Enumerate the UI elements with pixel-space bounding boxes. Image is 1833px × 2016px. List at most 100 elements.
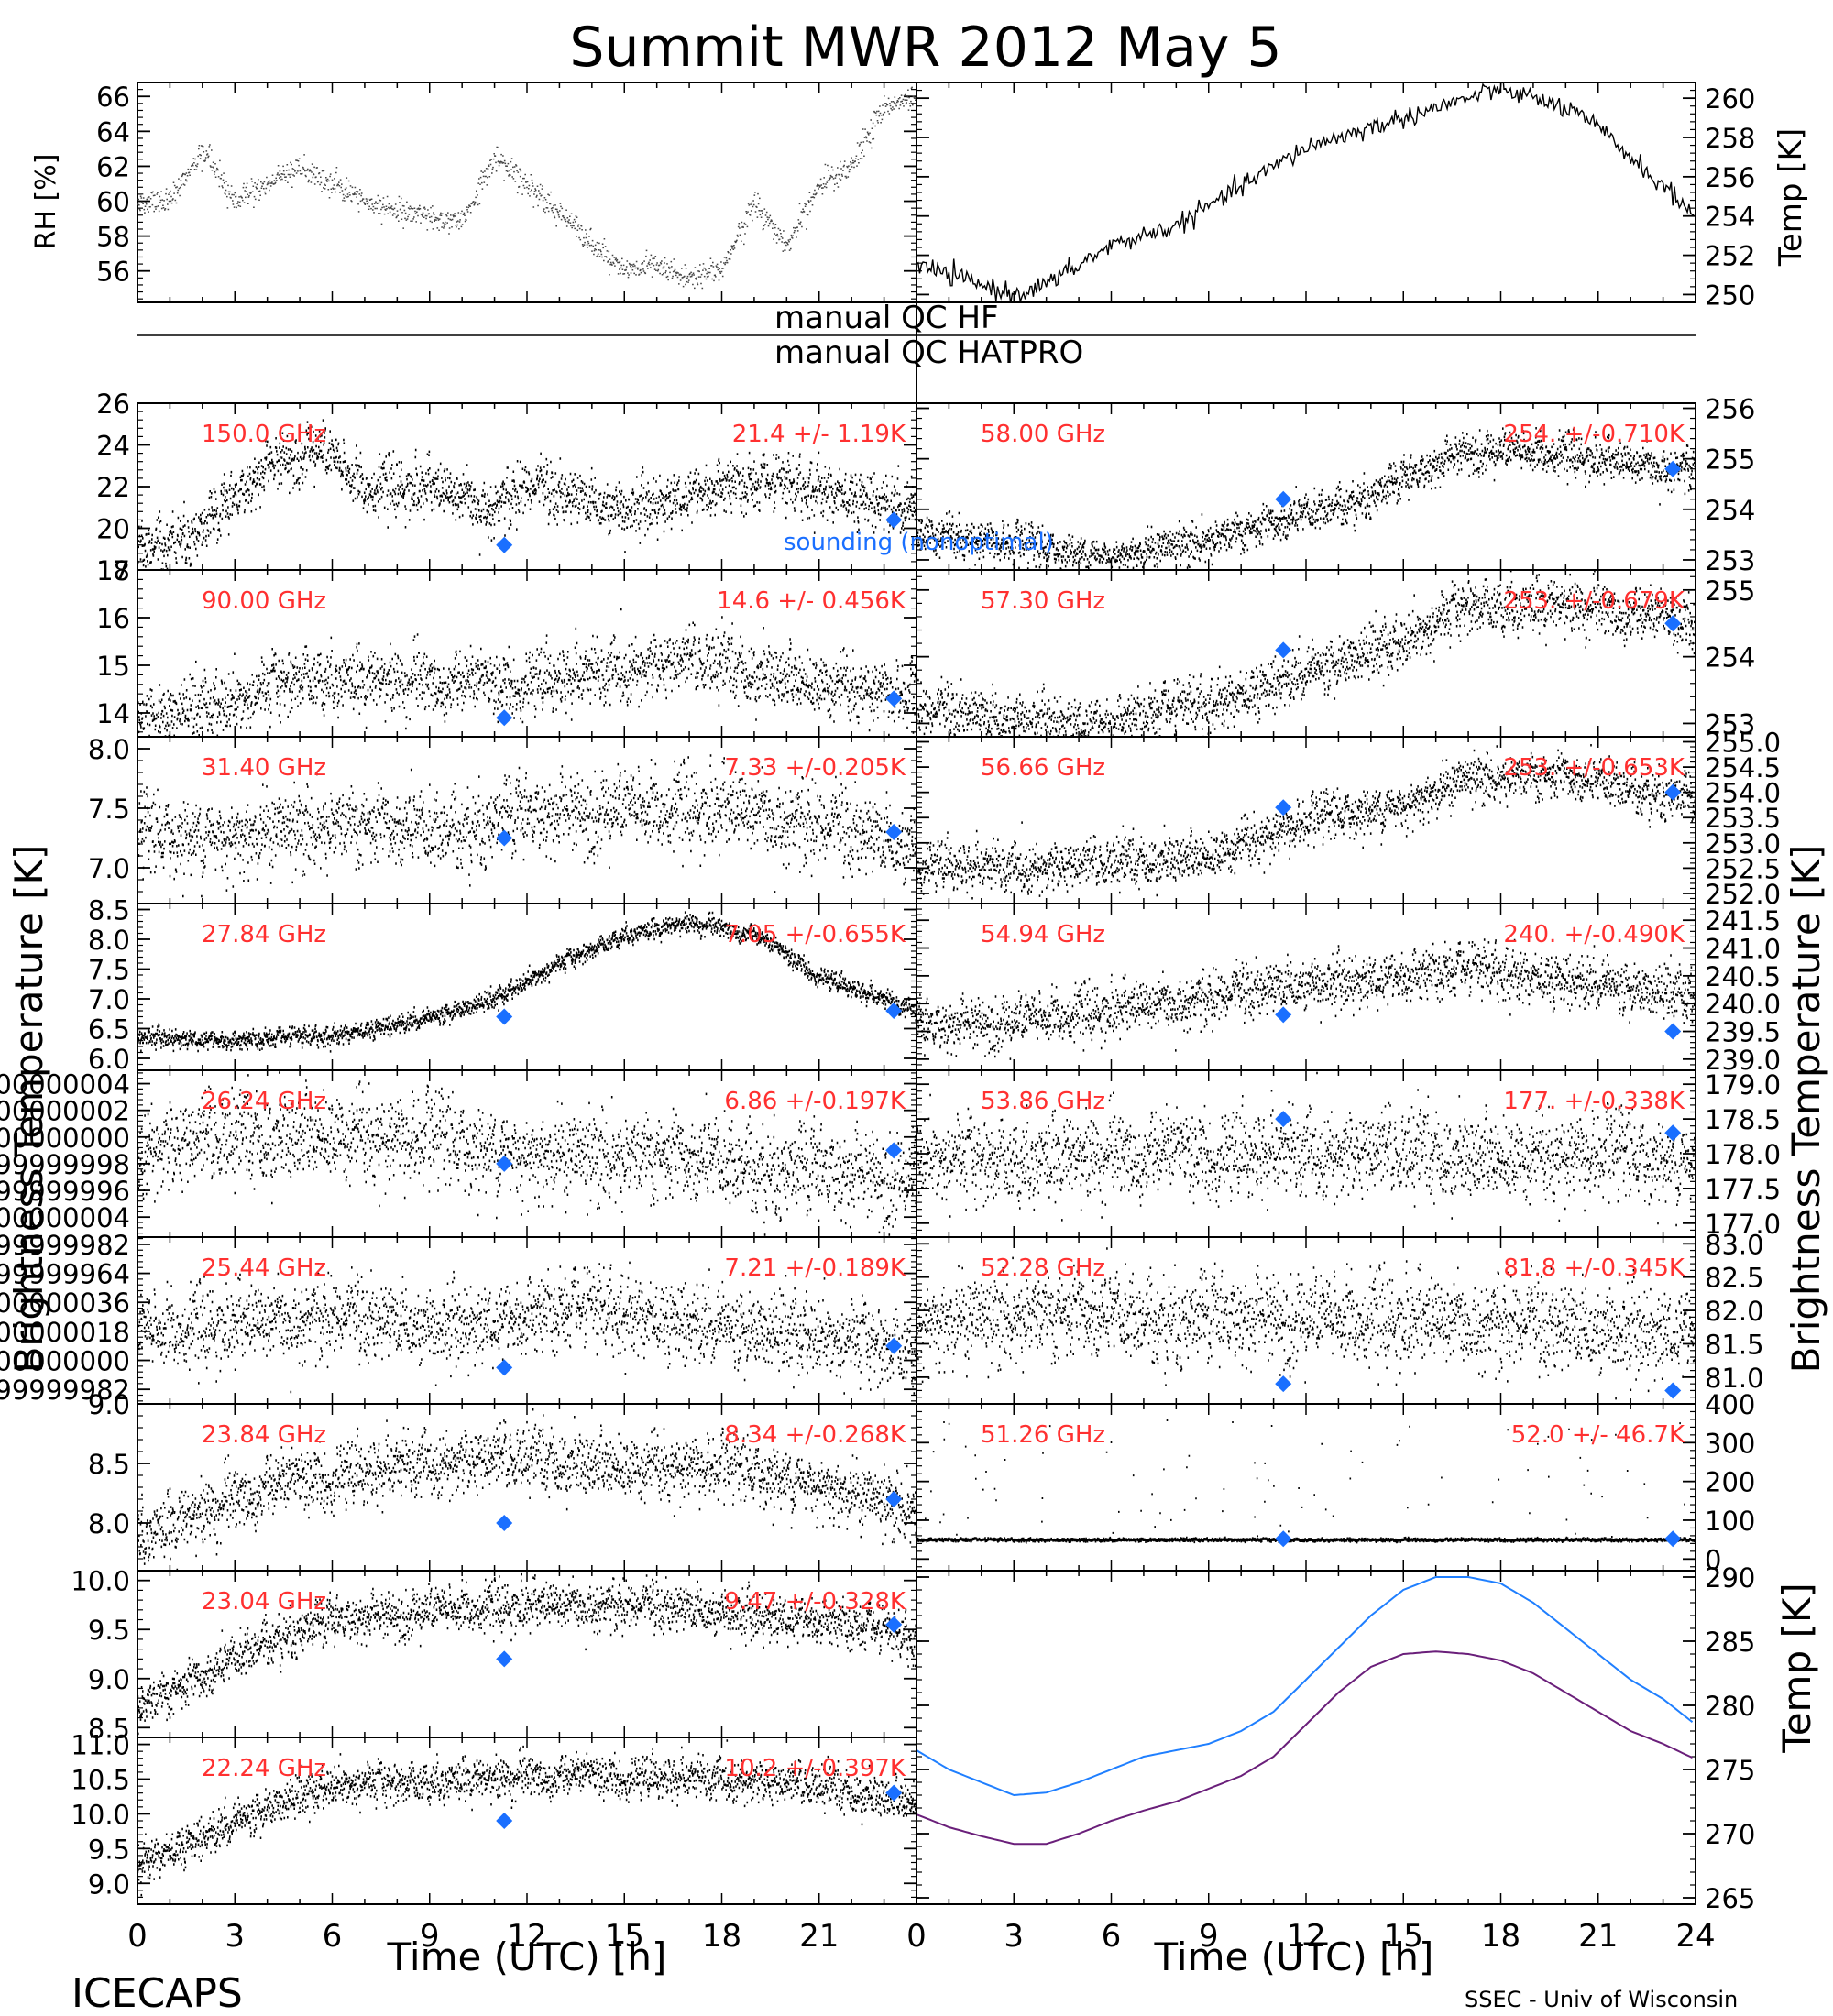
sounding-marker — [885, 511, 903, 529]
data-layer — [137, 608, 916, 737]
y-tick-label: 253 — [1705, 545, 1755, 576]
panel-frame — [916, 1570, 1696, 1905]
y-tick-label: 270 — [1705, 1819, 1755, 1850]
y-tick-label: 7.59999999999999964 — [0, 1259, 130, 1290]
time-tick-label: 15 — [605, 1918, 644, 1955]
y-tick-label: 7.0000000000000000 — [0, 1123, 130, 1154]
data-points — [916, 427, 1696, 570]
data-layer — [137, 1261, 916, 1395]
channel-label: 22.24 GHz — [202, 1755, 326, 1782]
data-layer — [916, 744, 1696, 900]
sounding-marker — [885, 1142, 903, 1159]
data-points — [137, 86, 916, 290]
qc-hf-label: manual QC HF — [774, 300, 999, 336]
panel-ch23_84: 8.0 8.5 9.0 23.84 GHz 8.34 +/-0.268K — [88, 1389, 917, 1572]
sounding-marker — [1664, 783, 1682, 801]
data-points — [916, 1536, 1696, 1544]
time-tick-label: 24 — [1675, 1918, 1715, 1955]
sounding-marker — [496, 1650, 513, 1668]
y-tick-label: 0 — [1705, 1544, 1721, 1575]
y-tick-label: 64 — [96, 116, 130, 148]
y-tick-label: 256 — [1705, 162, 1755, 193]
sounding-marker — [885, 1616, 903, 1633]
y-tick-label: 82.5 — [1705, 1263, 1764, 1294]
y-tick-label: 6.7999999999999998 — [0, 1149, 130, 1180]
time-tick-label: 9 — [1199, 1918, 1219, 1955]
y-tick-label: 253.5 — [1705, 803, 1781, 834]
channel-stats: 7.33 +/-0.205K — [724, 754, 906, 782]
y-tick-label: 177.5 — [1705, 1174, 1781, 1205]
channel-label: 57.30 GHz — [981, 587, 1105, 615]
time-tick-label: 12 — [507, 1918, 546, 1955]
data-layer — [137, 911, 916, 1053]
y-tick-label: 6.5999999999999996 — [0, 1176, 130, 1207]
panel-frame — [137, 82, 917, 303]
panel-ch27: 6.06.57.07.58.08.5 27.84 GHz 7.05 +/-0.655… — [88, 895, 917, 1075]
y-tick-label: 7.00000000000000000 — [0, 1346, 130, 1377]
y-tick-label: 255.0 — [1705, 728, 1781, 759]
y-tick-label: 8.5 — [88, 1449, 130, 1480]
data-points — [137, 1408, 916, 1571]
y-tick-label: 280 — [1705, 1691, 1755, 1722]
sounding-marker — [496, 1359, 513, 1376]
footer-left: ICECAPS — [71, 1970, 243, 2016]
data-points — [137, 754, 916, 898]
y-tick-label: 260 — [1705, 83, 1755, 115]
sounding-marker — [885, 1784, 903, 1802]
data-points — [137, 608, 916, 737]
data-layer — [916, 1576, 1694, 1846]
y-tick-label: 9.0 — [88, 1389, 130, 1420]
sounding-marker — [496, 536, 513, 553]
y-tick-label: 7.0 — [88, 853, 130, 884]
panel-ch25: 6.799999999999999827.000000000000000007.… — [0, 1230, 917, 1406]
y-tick-label: 7.2000000000000002 — [0, 1096, 130, 1127]
y-tick-label: 300 — [1705, 1428, 1755, 1459]
y-tick-label: 81.0 — [1705, 1363, 1764, 1394]
y-tick-label: 400 — [1705, 1389, 1755, 1420]
channel-label: 23.04 GHz — [202, 1588, 326, 1616]
data-points — [137, 1261, 916, 1395]
channel-label: 90.00 GHz — [202, 587, 326, 615]
channel-label: 150.0 GHz — [202, 421, 326, 448]
y-tick-label: 7.4000000000000004 — [0, 1069, 130, 1101]
data-points — [137, 1071, 916, 1236]
data-points — [916, 570, 1696, 737]
y-tick-label: 6.5 — [88, 1014, 130, 1046]
channel-label: 54.94 GHz — [981, 921, 1105, 948]
y-tick-label: 7.5 — [88, 794, 130, 825]
figure-title: Summit MWR 2012 May 5 — [569, 16, 1281, 80]
bb-hf-line — [916, 1650, 1693, 1846]
plot-area: 5658606264662502522542562582601820222426… — [0, 82, 1781, 1955]
y-tick-label: 8.5 — [88, 895, 130, 926]
sounding-marker — [885, 1337, 903, 1354]
panel-ch26: 6.40000000000000046.59999999999999966.79… — [0, 1069, 917, 1238]
channel-label: 52.28 GHz — [981, 1255, 1105, 1282]
y-tick-label: 275 — [1705, 1755, 1755, 1786]
y-tick-label: 10.0 — [71, 1566, 130, 1597]
data-points — [137, 1739, 916, 1897]
y-tick-label: 241.0 — [1705, 934, 1781, 965]
time-tick-label: 6 — [323, 1918, 343, 1955]
time-axis-label-left: Time (UTC) [h] — [387, 1934, 667, 1979]
time-tick-label: 0 — [906, 1918, 927, 1955]
sounding-legend-label: sounding (nonoptimal) — [784, 529, 1054, 556]
channel-stats: 14.6 +/- 0.456K — [717, 587, 906, 615]
y-tick-label: 17 — [96, 555, 130, 586]
data-layer — [137, 1572, 916, 1736]
y-tick-label: 9.5 — [88, 1834, 130, 1865]
data-layer — [916, 82, 1695, 302]
time-tick-label: 9 — [420, 1918, 440, 1955]
y-tick-label: 22 — [96, 472, 130, 503]
sounding-marker — [1275, 799, 1292, 816]
y-tick-label: 240.0 — [1705, 989, 1781, 1020]
channel-label: 58.00 GHz — [981, 421, 1105, 448]
data-layer — [137, 754, 916, 898]
panel-ch150: 18 20 22 24 26 150.0 GHz 21.4 +/- 1.19K — [96, 389, 917, 586]
sounding-marker — [496, 1155, 513, 1172]
channel-stats: 8.34 +/-0.268K — [724, 1421, 906, 1449]
